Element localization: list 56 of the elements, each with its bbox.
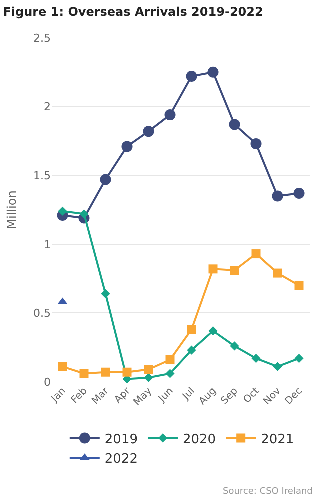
point	[208, 66, 219, 78]
point	[294, 354, 304, 364]
point	[230, 342, 240, 351]
point	[144, 365, 154, 374]
point	[208, 326, 218, 336]
legend-label: 2019	[104, 432, 138, 448]
point	[273, 268, 282, 278]
point	[186, 71, 198, 82]
x-tick-label: Jun	[156, 386, 176, 406]
point	[273, 362, 282, 372]
point	[122, 368, 132, 377]
x-tick-label: Nov	[262, 386, 284, 408]
legend-label: 2020	[182, 432, 216, 448]
y-tick-label: 2	[44, 100, 51, 114]
y-tick-label: 0	[44, 376, 51, 389]
chart-title: Figure 1: Overseas Arrivals 2019-2022	[3, 4, 264, 19]
y-axis-title: Million	[4, 190, 19, 230]
point	[122, 141, 133, 152]
y-tick-label: 0.5	[34, 307, 51, 320]
x-tick-label: Jan	[49, 386, 68, 406]
point	[80, 369, 89, 378]
y-tick-label: 1	[44, 238, 51, 252]
point	[272, 190, 284, 202]
point	[252, 354, 261, 364]
legend-label: 2021	[261, 432, 294, 448]
legend-label: 2022	[104, 452, 138, 468]
point	[143, 126, 154, 138]
point	[58, 206, 68, 216]
x-tick-label: Mar	[90, 385, 112, 408]
x-tick-label: Jul	[180, 386, 198, 403]
source-note: Source: CSO Ireland	[223, 487, 313, 497]
x-tick-label: Oct	[242, 386, 262, 406]
point	[166, 369, 175, 378]
y-tick-label: 1.5	[34, 169, 51, 182]
point	[101, 289, 110, 298]
point	[230, 266, 240, 276]
x-tick-label: Sep	[219, 386, 240, 407]
point	[144, 373, 154, 382]
y-tick-label: 2.5	[34, 32, 51, 45]
point	[166, 355, 175, 364]
point	[294, 188, 305, 199]
point	[252, 250, 261, 259]
point	[294, 281, 304, 290]
x-tick-label: Feb	[70, 386, 90, 406]
point	[58, 362, 68, 372]
x-tick-label: Dec	[283, 386, 305, 408]
point	[187, 346, 196, 355]
point	[229, 119, 240, 130]
point	[101, 368, 110, 377]
x-tick-label: Apr	[112, 385, 134, 406]
point	[100, 174, 112, 186]
point	[80, 210, 89, 219]
point	[250, 138, 262, 150]
point	[164, 110, 176, 121]
point	[208, 264, 218, 274]
point	[187, 325, 196, 334]
